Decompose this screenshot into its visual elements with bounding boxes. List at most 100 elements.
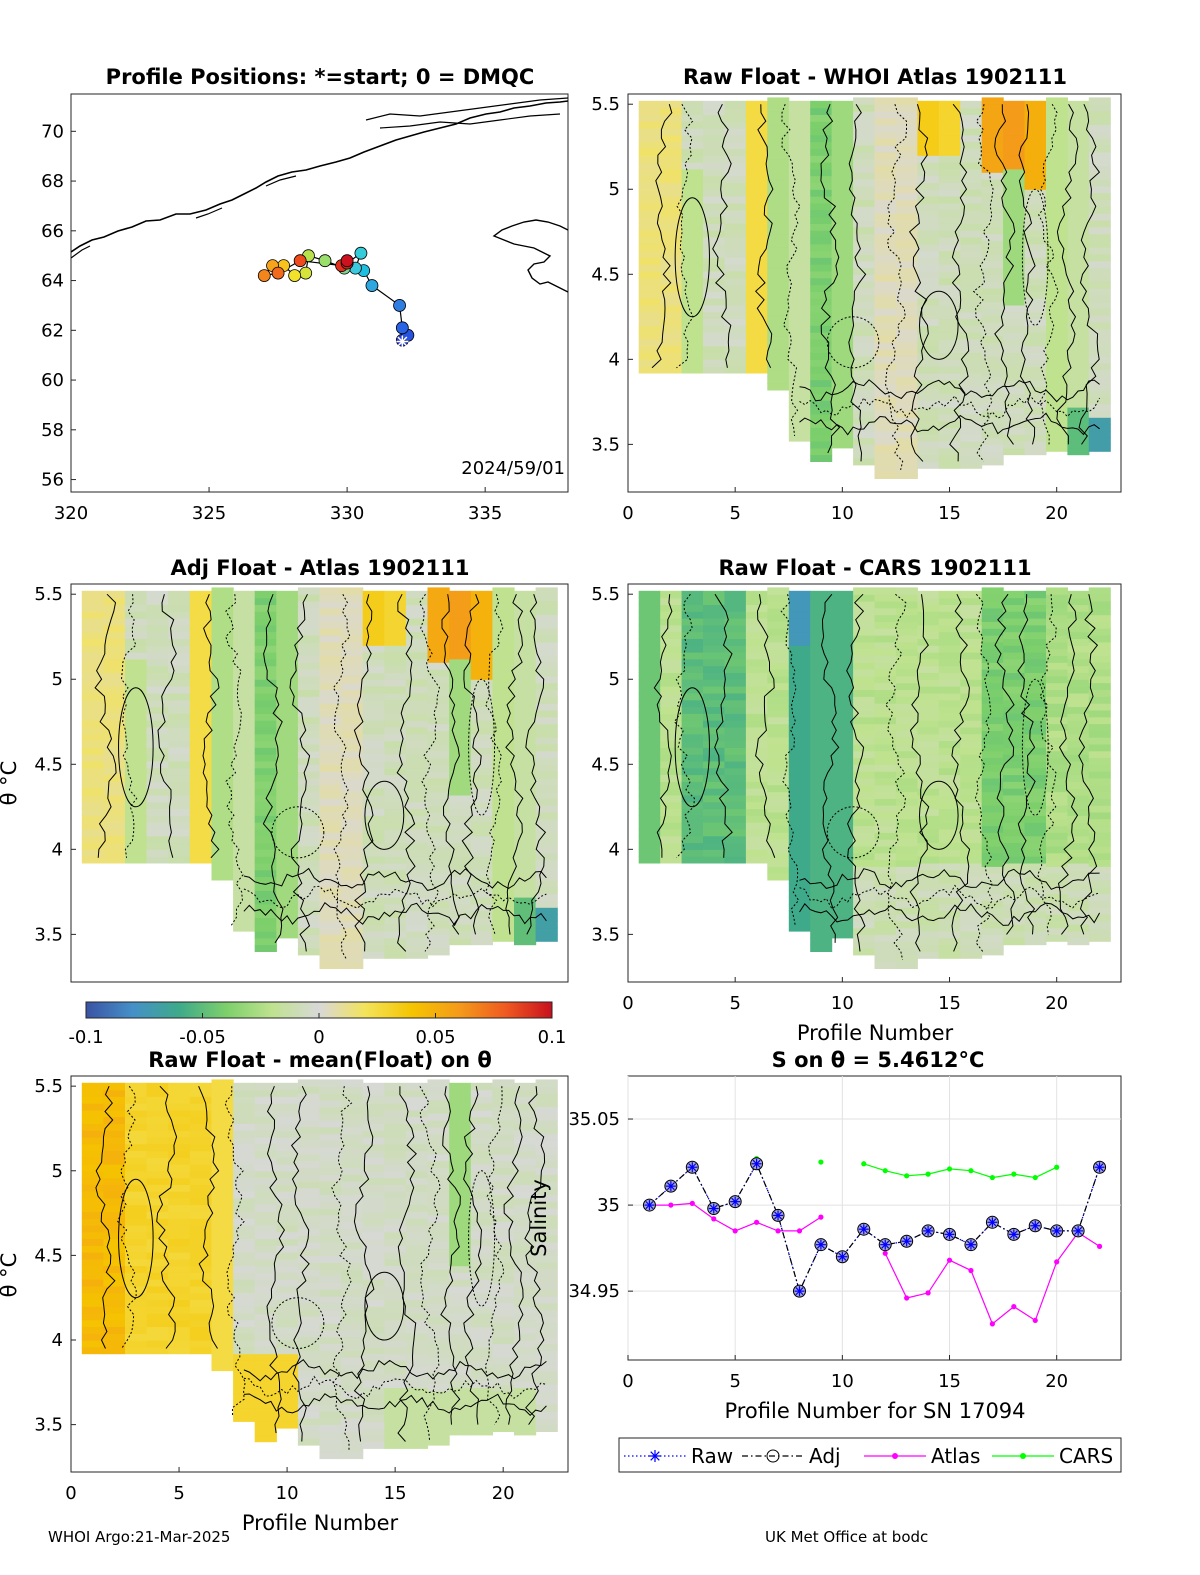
heatmap-cell <box>297 1363 321 1372</box>
heatmap-cell <box>297 948 321 956</box>
heatmap-cell <box>831 250 854 258</box>
heatmap-cell <box>362 1150 385 1158</box>
heatmap-cell <box>384 767 407 776</box>
heatmap-cell <box>535 641 558 650</box>
heatmap-cell <box>535 1356 558 1365</box>
heatmap-cell <box>449 652 472 660</box>
heatmap-cell <box>276 1204 299 1212</box>
heatmap-cell <box>874 430 897 439</box>
heatmap-cell <box>1024 706 1047 714</box>
heatmap-cell <box>449 1177 472 1185</box>
heatmap-cell <box>917 699 940 708</box>
heatmap-cell <box>1088 614 1111 622</box>
heatmap-cell <box>1003 604 1026 612</box>
heatmap-cell <box>405 788 429 796</box>
heatmap-cell <box>938 284 961 292</box>
heatmap-cell <box>233 1245 256 1253</box>
heatmap-cell <box>703 658 725 667</box>
heatmap-cell <box>788 631 811 639</box>
heatmap-cell <box>895 97 918 105</box>
heatmap-cell <box>233 1096 256 1104</box>
heatmap-cell <box>810 611 833 619</box>
heatmap-cell <box>810 372 833 381</box>
heatmap-cell <box>492 743 515 752</box>
heatmap-cell <box>960 134 983 143</box>
heatmap-cell <box>535 784 558 793</box>
heatmap-cell <box>341 1384 364 1392</box>
heatmap-cell <box>938 808 961 816</box>
heatmap-cell <box>703 706 725 714</box>
heatmap-cell <box>297 1438 321 1446</box>
heatmap-cell <box>254 876 277 884</box>
heatmap-cell <box>1067 645 1090 653</box>
heatmap-cell <box>81 1184 104 1192</box>
heatmap-cell <box>960 250 983 258</box>
heatmap-cell <box>960 835 983 844</box>
heatmap-cell <box>384 1414 407 1422</box>
heatmap-cell <box>254 781 277 789</box>
heatmap-cell <box>831 828 854 837</box>
heatmap-cell <box>319 791 342 799</box>
heatmap-cell <box>405 1394 429 1402</box>
heatmap-cell <box>681 311 704 320</box>
heatmap-cell <box>405 686 429 694</box>
heatmap-cell <box>427 886 450 895</box>
heatmap-cell <box>211 1167 234 1175</box>
heatmap-cell <box>853 430 876 439</box>
heatmap-cell <box>319 641 342 650</box>
heatmap-cell <box>981 294 1004 303</box>
heatmap-cell <box>681 338 704 347</box>
heatmap-cell <box>535 1262 558 1270</box>
heatmap-cell <box>1046 886 1068 895</box>
heatmap-cell <box>449 624 472 633</box>
contour-line <box>243 1375 547 1400</box>
heatmap-cell <box>189 1218 212 1226</box>
heatmap-cell <box>341 1262 364 1270</box>
heatmap-cell <box>492 1160 515 1168</box>
heatmap-cell <box>341 703 364 711</box>
heatmap-cell <box>853 594 876 602</box>
heatmap-cell <box>362 1441 385 1449</box>
heatmap-cell <box>1067 910 1090 918</box>
contour-line <box>157 594 177 858</box>
heatmap-cell <box>938 849 961 857</box>
heatmap-cell <box>981 907 1004 915</box>
heatmap-cell <box>1088 362 1111 371</box>
heatmap-cell <box>384 781 407 789</box>
heatmap-cell <box>917 168 940 177</box>
heatmap-cell <box>1024 631 1047 639</box>
heatmap-cell <box>874 852 897 861</box>
atlas-point <box>989 1321 995 1327</box>
contour-line <box>846 593 866 952</box>
heatmap-cell <box>1024 638 1047 646</box>
heatmap-cell <box>319 811 342 820</box>
heatmap-cell <box>767 757 790 765</box>
heatmap-cell <box>1024 386 1047 394</box>
heatmap-cell <box>681 202 704 211</box>
heatmap-cell <box>681 611 704 619</box>
heatmap-cell <box>189 1252 212 1260</box>
heatmap-cell <box>960 917 983 925</box>
heatmap-cell <box>492 641 515 650</box>
heatmap-cell <box>535 709 558 718</box>
heatmap-cell <box>492 614 515 622</box>
heatmap-cell <box>103 835 126 844</box>
heatmap-cell <box>895 437 918 445</box>
heatmap-cell <box>660 100 683 109</box>
heatmap-cell <box>638 298 661 306</box>
heatmap-cell <box>535 1390 558 1399</box>
heatmap-cell <box>211 1282 234 1290</box>
heatmap-cell <box>853 614 876 622</box>
heatmap-cell <box>146 808 169 816</box>
heatmap-cell <box>254 903 277 912</box>
atlas-point <box>882 1250 888 1256</box>
heatmap-cell <box>297 1147 321 1155</box>
heatmap-cell <box>492 1424 515 1432</box>
heatmap-cell <box>233 1380 256 1388</box>
heatmap-cell <box>703 359 725 367</box>
heatmap-cell <box>1003 815 1026 823</box>
heatmap-cell <box>1046 158 1068 166</box>
heatmap-cell <box>853 689 876 697</box>
heatmap-cell <box>724 250 747 258</box>
heatmap-cell <box>405 910 429 918</box>
